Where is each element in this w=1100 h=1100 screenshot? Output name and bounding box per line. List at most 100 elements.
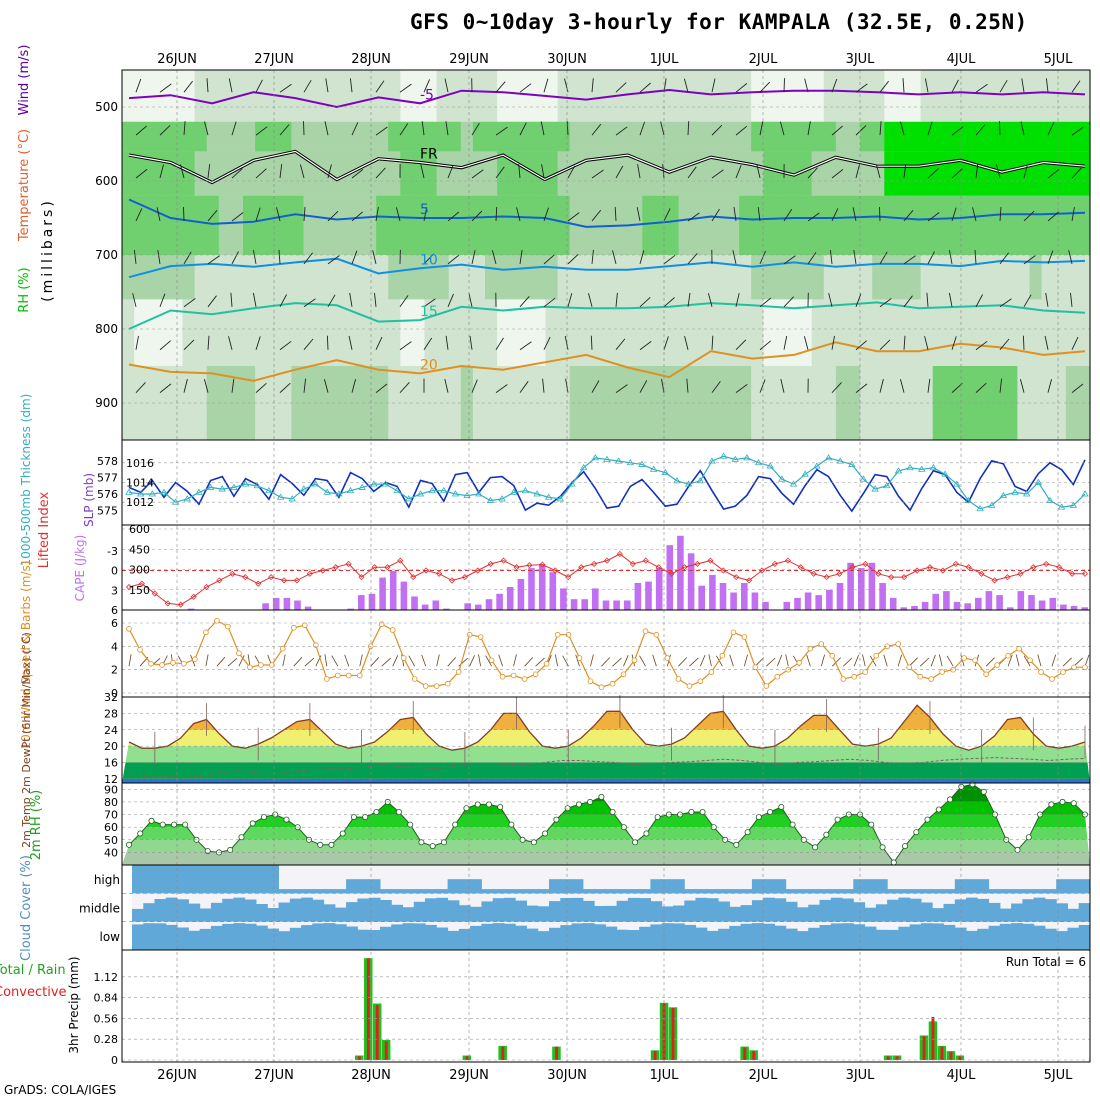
wind-barb	[975, 164, 979, 179]
rh-cell	[255, 121, 268, 152]
rh-cell	[472, 151, 486, 196]
wind-barb	[687, 121, 690, 136]
wind-barb	[543, 297, 556, 308]
cloud-cell	[639, 926, 651, 950]
rh-cell	[908, 195, 922, 255]
rh-cell	[569, 299, 583, 366]
rh-cell	[896, 70, 910, 122]
wind-barb	[326, 335, 329, 350]
wind-barb	[135, 169, 148, 179]
lifted-index-point	[591, 560, 598, 567]
labels: 500600700800900-5FR5101520(millibars)RH …	[0, 45, 1086, 1083]
thickness-tick-label: 576	[97, 488, 118, 501]
rh-cell	[569, 366, 583, 440]
wind-barb	[687, 292, 691, 307]
precip-convective-bar	[743, 1047, 747, 1060]
cloud-cell	[1044, 889, 1057, 894]
rh-cell	[751, 366, 764, 440]
cloud-cell	[751, 879, 764, 894]
rh-point	[688, 809, 695, 816]
rh-point	[260, 814, 267, 821]
rh-point	[947, 796, 954, 803]
cloud-cell	[808, 889, 820, 894]
cloud-cell	[481, 901, 494, 922]
cloud-cell	[154, 865, 167, 894]
wind-speed-point	[411, 676, 418, 682]
cloud-cell	[774, 898, 787, 922]
rh-tick-label: 80	[104, 796, 118, 809]
wind-barb	[732, 250, 737, 264]
wind-barb	[591, 380, 600, 393]
rh-cell	[279, 121, 292, 152]
rh-cell	[860, 151, 873, 196]
cape-bar	[911, 606, 918, 610]
lifted-index-point	[293, 577, 300, 584]
cloud-cell	[571, 879, 584, 894]
rh-cell	[388, 70, 401, 122]
cape-bar	[294, 600, 301, 610]
surface-wind-barb	[744, 654, 748, 667]
wind-barb	[711, 78, 716, 93]
top-day-label: 30JUN	[547, 52, 587, 67]
cloud-cell	[549, 927, 561, 950]
wind-barb	[951, 126, 964, 136]
wind-barb	[999, 206, 1002, 221]
wind-barb	[395, 207, 401, 222]
cloud-cell	[537, 889, 550, 894]
rh-cell	[351, 195, 365, 255]
rh-cell	[194, 299, 208, 366]
rh-cell	[364, 195, 377, 255]
contour-label: -5	[420, 87, 434, 103]
wind-barb	[567, 253, 579, 265]
rh-cell	[642, 195, 655, 255]
surface-wind-barb	[381, 657, 391, 667]
surface-wind-barb	[601, 657, 611, 667]
wind-speed-point	[631, 657, 638, 664]
rh-cell	[545, 299, 559, 366]
wind-barb	[375, 383, 388, 393]
surface-wind-barb	[205, 654, 209, 667]
cloud-cell	[391, 924, 403, 950]
wind-barb	[423, 253, 435, 265]
thickness-point	[393, 486, 401, 494]
rh-cell	[908, 70, 922, 122]
cloud-cell	[627, 897, 640, 922]
rh-band	[122, 784, 1090, 802]
rh-cell	[642, 151, 655, 196]
wind-barb	[540, 121, 545, 136]
cloud-cell	[830, 923, 843, 950]
rh-cell	[606, 299, 619, 366]
wind-barb	[323, 378, 329, 393]
lifted-index-point	[306, 570, 313, 577]
rh-cell	[1053, 195, 1067, 255]
surface-wind-barb	[458, 657, 468, 667]
thickness-point	[801, 470, 809, 477]
cape-bar	[868, 562, 876, 611]
rh-cell	[315, 70, 329, 122]
rh-cell	[545, 255, 559, 300]
cloud-cell	[785, 928, 798, 950]
wind-speed-point	[796, 659, 803, 666]
wind-barb	[590, 335, 593, 350]
wind-speed-point	[609, 680, 616, 687]
cape-bar	[506, 587, 514, 610]
rh-cell	[642, 121, 655, 152]
rh-cell	[521, 366, 534, 440]
thickness-point	[568, 480, 576, 487]
rh-point	[137, 830, 144, 837]
rh-cell	[158, 151, 171, 196]
wind-barb	[231, 378, 235, 393]
rh-cell	[412, 255, 426, 300]
rh-cell	[860, 299, 873, 366]
rh-cell	[1077, 151, 1091, 196]
wind-barb	[951, 207, 957, 222]
rh-point	[170, 821, 177, 828]
lifted-index-point	[448, 577, 456, 584]
surface-wind-barb	[939, 654, 943, 667]
rh-point	[182, 821, 189, 828]
surface-wind-barb	[513, 654, 517, 667]
rh-cell	[702, 366, 716, 440]
rh-cell	[727, 195, 740, 255]
cloud-cell	[763, 923, 775, 950]
lifted-index-point	[345, 560, 352, 567]
